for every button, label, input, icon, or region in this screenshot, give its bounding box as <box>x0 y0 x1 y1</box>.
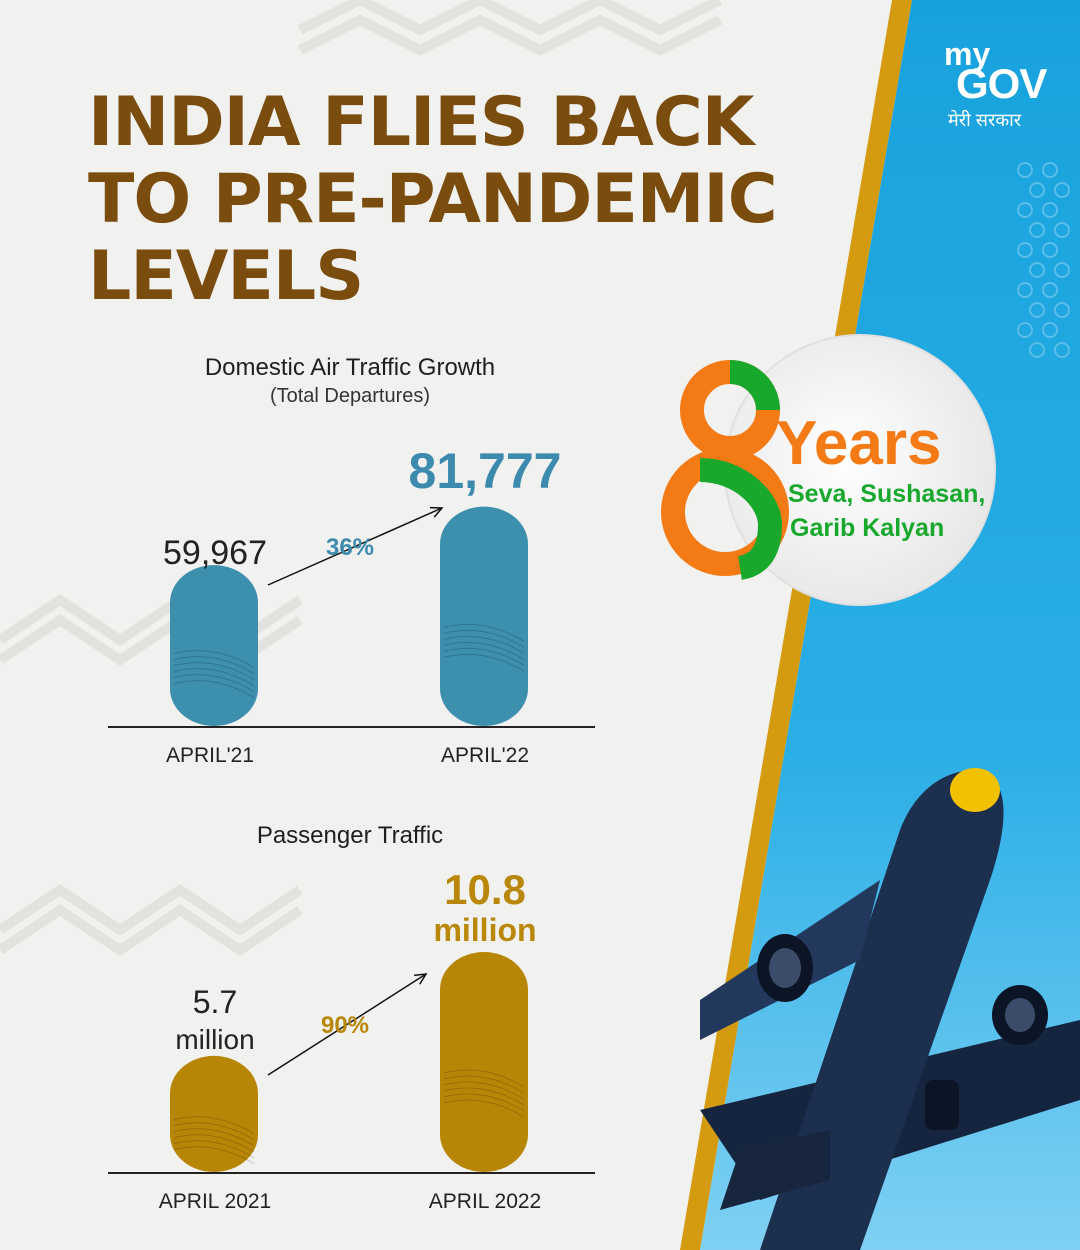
chart1-bar-1-texture <box>173 656 255 675</box>
chart2-bar-2-texture <box>443 1093 525 1112</box>
chart2-bar-2 <box>440 952 528 1172</box>
badge-line-1: Seva, Sushasan, <box>788 480 986 508</box>
chart1-bar-2-texture <box>443 641 525 660</box>
chart2-growth-arrow <box>267 973 427 1076</box>
chart1-growth-arrow <box>267 507 443 586</box>
chart1-bar-2-texture <box>443 653 525 672</box>
chart1-category-2: APRIL'22 <box>440 744 530 767</box>
chart2-bar-1-texture <box>173 1146 255 1165</box>
chart2-bar-1-texture <box>173 1128 255 1147</box>
chart2-bar-1-texture <box>173 1116 255 1135</box>
chart1-bar-2-texture <box>443 647 525 666</box>
chart2-bar-1-texture <box>173 1140 255 1159</box>
airplane-illustration <box>700 768 1080 1250</box>
badge-numeral-8 <box>661 360 789 580</box>
title-line-3: LEVELS <box>88 237 364 316</box>
chart1-bar-2-texture <box>443 635 525 654</box>
chart2-growth-label: 90% <box>320 1012 370 1039</box>
chart1-bar-1-texture <box>173 680 255 699</box>
chart2-bar-2-texture <box>443 1069 525 1088</box>
chart2-bar-1 <box>170 1055 258 1172</box>
chart1-value-label-1: 59,967 <box>163 534 267 572</box>
chart2-value-label-2-unit: million <box>433 912 537 948</box>
chart1-growth-label: 36% <box>325 534 375 561</box>
title-line-1: INDIA FLIES BACK <box>88 83 754 162</box>
chart1-bar-2-texture <box>443 629 525 648</box>
chart1-growth-arrowhead <box>429 506 444 518</box>
chart1-bar-1-texture <box>173 650 255 669</box>
mygov-logo-gov: GOV <box>956 60 1047 107</box>
chart1-bar-1-texture <box>173 674 255 693</box>
dot-pattern <box>1017 162 1070 358</box>
chart2-bar-1-texture <box>173 1122 255 1141</box>
chart2-value-label-1-number: 5.7 <box>192 984 238 1020</box>
chart1-bar-2-texture <box>443 623 525 642</box>
chart1-bar-2 <box>440 506 528 726</box>
title-line-2: TO PRE-PANDEMIC <box>88 160 778 239</box>
chart1-bar-1-texture <box>173 668 255 687</box>
gold-stripe <box>680 0 912 1250</box>
chart2-bar-2-texture <box>443 1099 525 1118</box>
chart1-category-1: APRIL'21 <box>165 744 255 767</box>
chart2-growth-arrowhead <box>413 973 428 985</box>
badge-line-2: Garib Kalyan <box>790 514 945 542</box>
page-title: INDIA FLIES BACK TO PRE-PANDEMIC LEVELS <box>88 83 778 316</box>
chart2-bar-2-texture <box>443 1087 525 1106</box>
chart2-value-label-2-number: 10.8 <box>444 866 526 913</box>
chart2-bar-2-texture <box>443 1075 525 1094</box>
chart1-bar-1-texture <box>173 662 255 681</box>
chart2-category-2: APRIL 2022 <box>428 1190 542 1213</box>
chart1-title: Domestic Air Traffic Growth <box>204 354 496 381</box>
chart2-bar-1-texture <box>173 1134 255 1153</box>
chart2-title: Passenger Traffic <box>256 822 444 849</box>
chart2-category-1: APRIL 2021 <box>158 1190 272 1213</box>
mygov-logo-my: my <box>944 36 991 72</box>
chart1-bar-1 <box>170 565 258 726</box>
chart2-value-label-1-unit: million <box>175 1024 255 1055</box>
chart1-subtitle: (Total Departures) <box>269 385 431 407</box>
chart1-value-label-2: 81,777 <box>408 443 562 499</box>
chart2-bar-2-texture <box>443 1081 525 1100</box>
mygov-logo-tagline: मेरी सरकार <box>948 110 1022 130</box>
badge-years: Years <box>776 409 942 478</box>
